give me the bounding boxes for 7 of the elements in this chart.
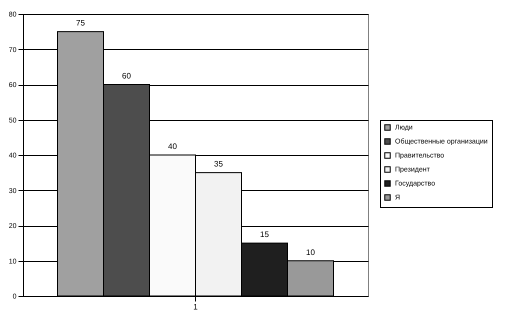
data-label: 75 xyxy=(76,18,86,28)
data-label: 40 xyxy=(168,142,178,151)
data-label: 10 xyxy=(306,248,316,257)
data-label: 60 xyxy=(122,72,132,80)
x-tick-label: 1 xyxy=(193,302,198,312)
data-label: 35 xyxy=(214,160,224,169)
data-label: 15 xyxy=(260,230,270,240)
